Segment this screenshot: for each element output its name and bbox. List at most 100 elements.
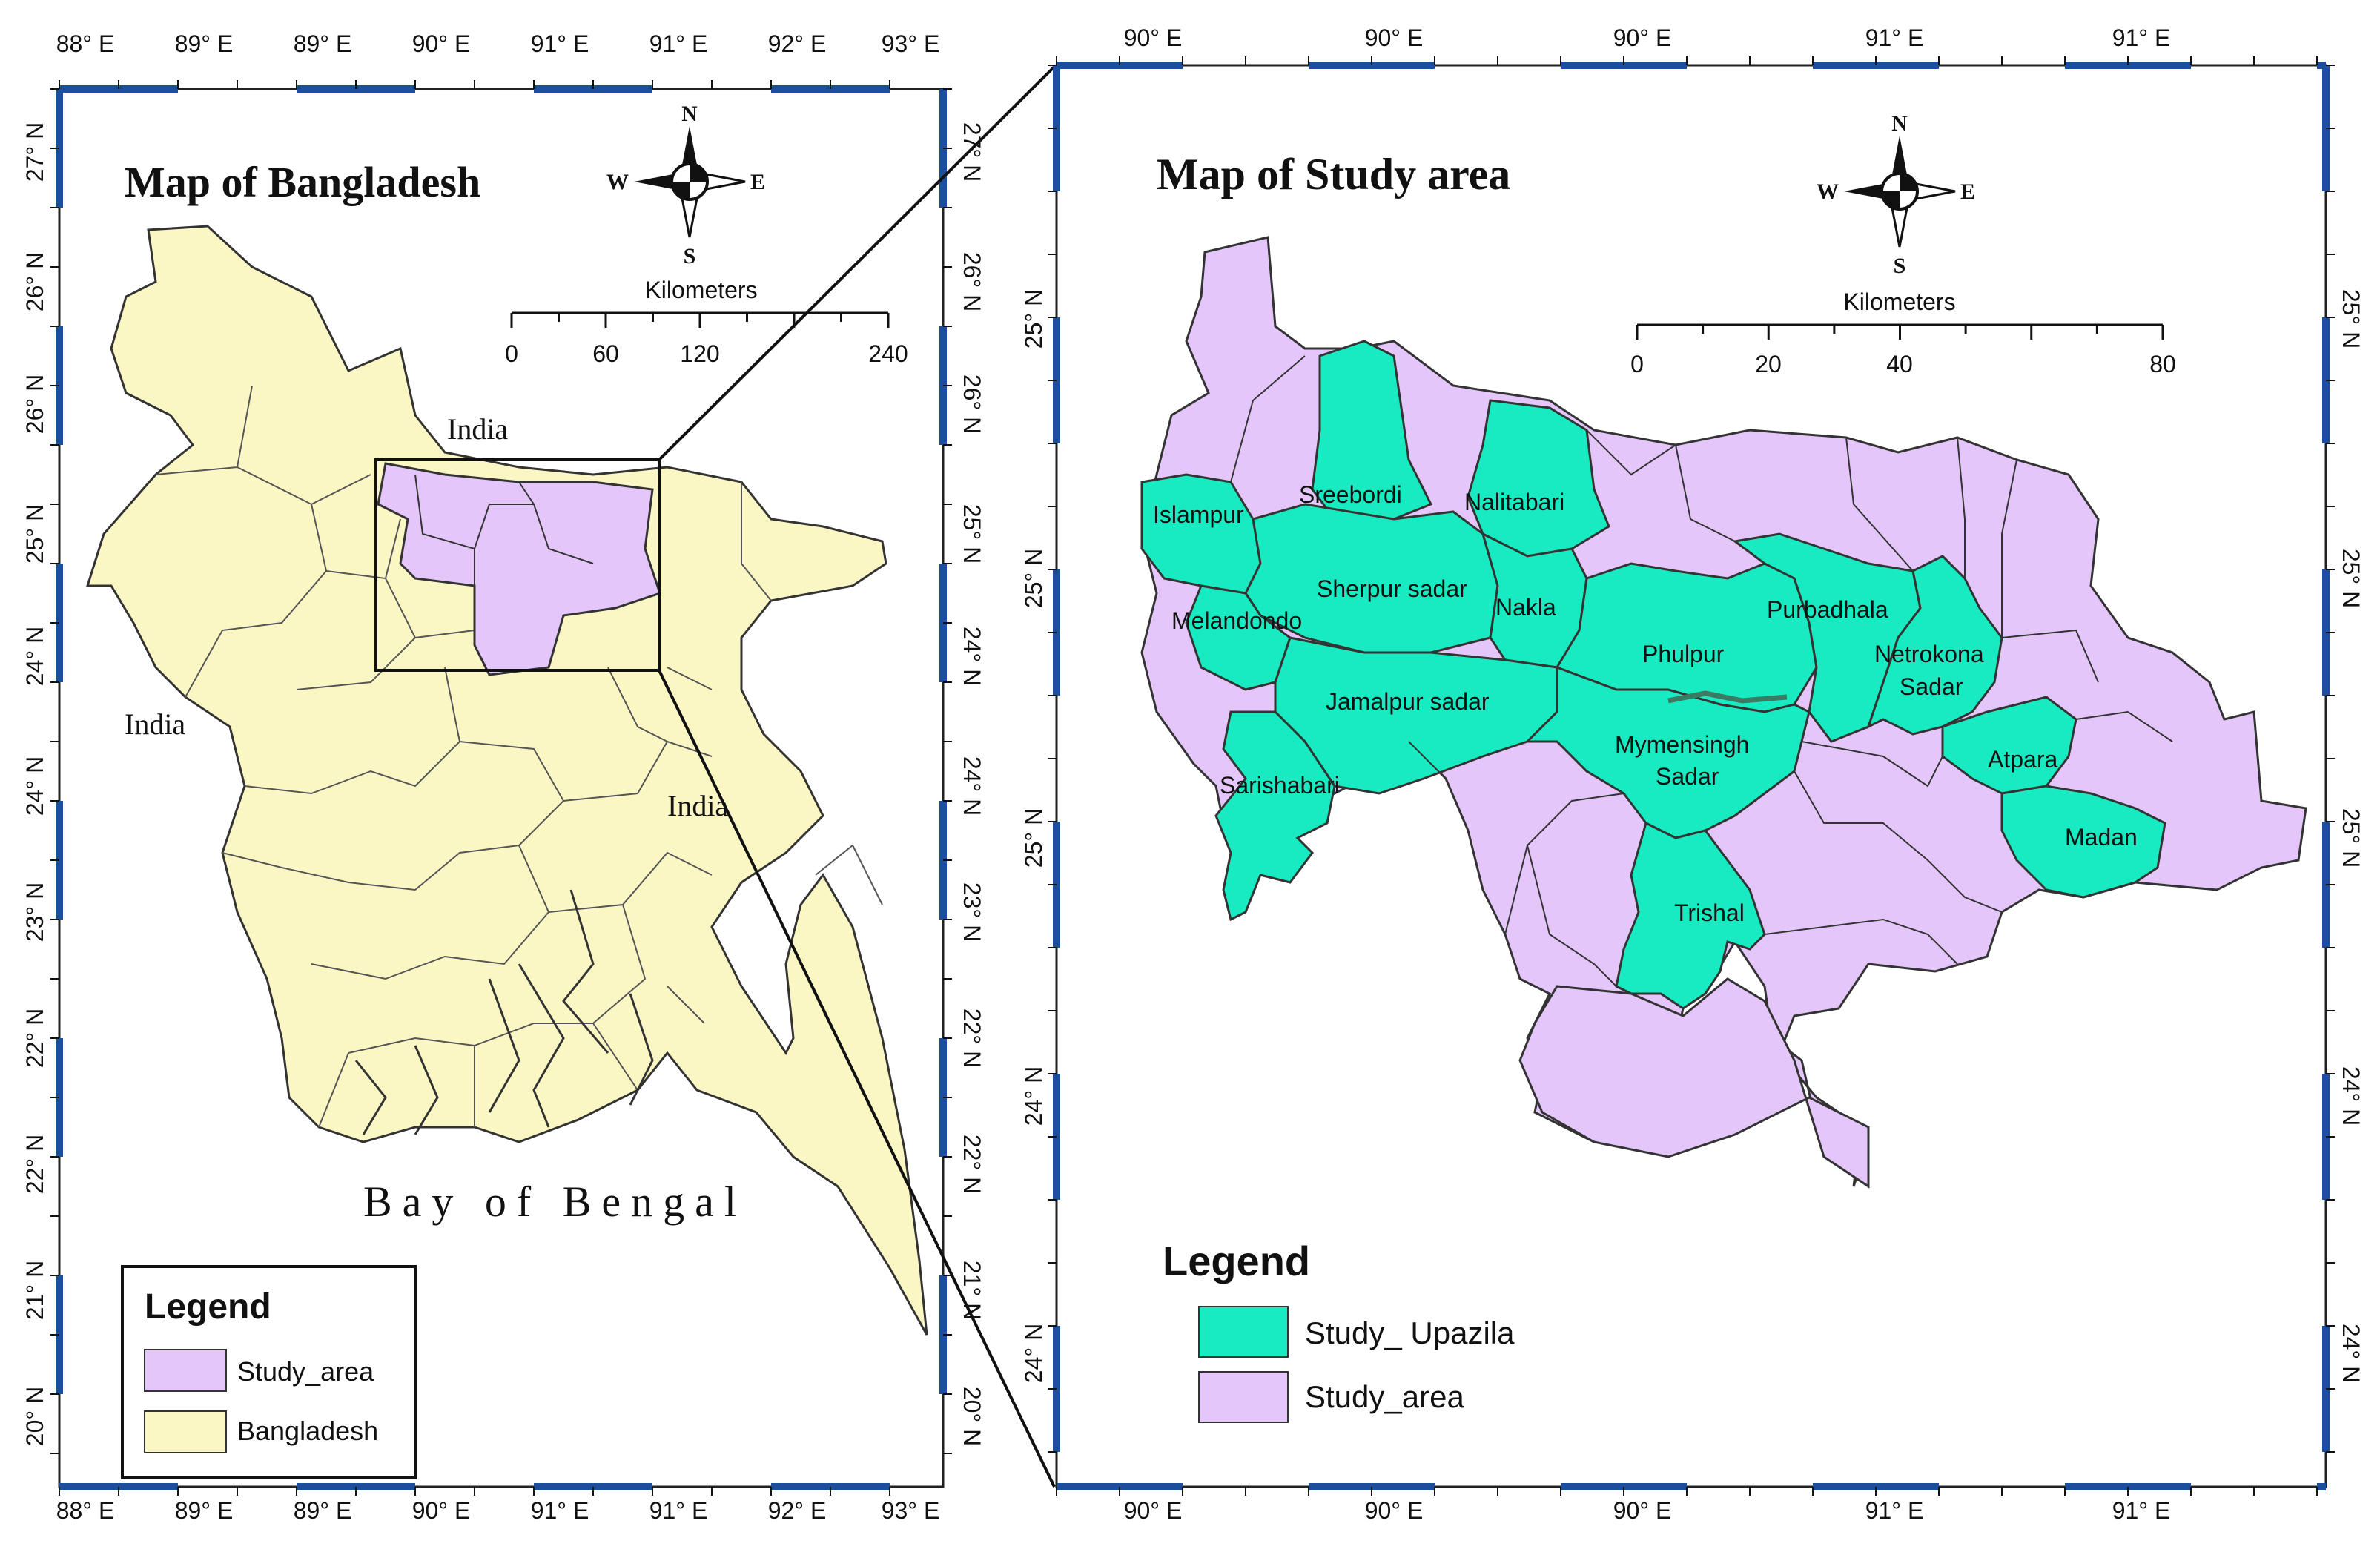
compass-n-label: N [681,102,698,126]
north-arrow-icon: N S E W [1817,111,1975,278]
upazila-label-mymensingh-sadar: Sadar [1656,763,1719,790]
bottom-tick-label: 90° E [412,1497,471,1524]
scale-tick-60: 60 [592,340,619,367]
upazila-label-sreebordi: Sreebordi [1299,481,1402,508]
scale-tick-20: 20 [1755,351,1782,377]
legend-swatch-bangladesh [144,1410,227,1453]
scale-tick-80: 80 [2149,351,2176,377]
scale-unit-label: Kilometers [645,277,757,303]
bottom-tick-label: 89° E [294,1497,352,1524]
scale-tick-0: 0 [505,340,518,367]
bottom-tick-label: 89° E [175,1497,234,1524]
right-tick-label: 25° N [2338,289,2364,349]
compass-e-label: E [1960,179,1975,204]
compass-w-label: W [606,170,629,194]
top-tick-label: 91° E [2112,24,2171,51]
scale-tick-40: 40 [1886,351,1913,377]
study-upazila-regions [1140,340,2166,1010]
upazila-label-netrokona: Netrokona [1874,641,1984,667]
legend-swatch-study-area [1198,1371,1289,1423]
top-tick-label: 90° E [1365,24,1424,51]
left-tick-label: 24° N [1020,1066,1047,1126]
right-tick-label: 27° N [959,122,985,182]
legend-swatch-study-area [144,1349,227,1392]
bottom-tick-label: 91° E [1865,1497,1924,1524]
left-tick-label: 27° N [22,122,48,182]
bottom-tick-label: 92° E [768,1497,827,1524]
study-scale-bar: Kilometers 0 20 40 80 [1630,288,2176,377]
upazila-label-melandondo: Melandondo [1171,607,1302,634]
study-area-internal-boundaries [1230,355,2173,987]
top-tick-label: 90° E [412,30,471,57]
right-tick-label: 25° N [2338,808,2364,868]
compass-s-label: S [684,244,696,268]
left-tick-label: 22° N [22,1008,48,1068]
legend-label-study-area: Study_area [1305,1379,1464,1414]
top-tick-label: 91° E [649,30,708,57]
right-tick-label: 24° N [2338,1066,2364,1126]
bangladesh-legend: Legend Study_area Bangladesh [121,1265,417,1479]
top-tick-label: 92° E [768,30,827,57]
right-tick-label: 25° N [2338,549,2364,608]
bangladesh-right-tick-labels: 27° N 26° N 26° N 25° N 24° N 24° N 23° … [959,122,985,1446]
bottom-tick-label: 90° E [1365,1497,1424,1524]
study-right-tick-labels: 25° N 25° N 25° N 24° N 24° N [2338,289,2364,1383]
left-tick-label: 25° N [1020,549,1047,608]
compass-e-label: E [750,170,765,194]
study-map-title: Map of Study area [1157,150,1510,199]
label-india-west: India [125,707,185,741]
right-tick-label: 23° N [959,882,985,942]
bangladesh-left-tick-labels: 27° N 26° N 26° N 25° N 24° N 24° N 23° … [22,122,48,1446]
scale-unit-label: Kilometers [1843,288,1955,315]
legend-swatch-study-upazila [1198,1306,1289,1358]
label-bay-of-bengal: Bay of Bengal [363,1178,747,1226]
scale-tick-120: 120 [680,340,719,367]
left-tick-label: 24° N [22,756,48,816]
bottom-tick-label: 90° E [1613,1497,1672,1524]
top-tick-label: 91° E [531,30,589,57]
upazila-sarishabari [1214,710,1336,922]
study-map-frame-ticks [1048,56,2335,1496]
scale-tick-240: 240 [868,340,908,367]
frame-segment [2317,62,2326,69]
left-tick-label: 24° N [1020,1324,1047,1383]
study-top-tick-labels: 90° E 90° E 90° E 91° E 91° E [1124,24,2171,51]
study-left-tick-labels: 25° N 25° N 25° N 24° N 24° N [1020,289,1047,1383]
top-tick-label: 90° E [1613,24,1672,51]
upazila-label-trishal: Trishal [1674,899,1745,926]
coastal-islands [354,889,654,1135]
top-tick-label: 91° E [1865,24,1924,51]
upazila-labels: Islampur Sreebordi Nalitabari Sherpur sa… [1153,481,2138,926]
upazila-label-jamalpur-sadar: Jamalpur sadar [1326,688,1490,715]
compass-n-label: N [1891,111,1908,136]
bangladesh-bottom-tick-labels: 88° E 89° E 89° E 90° E 91° E 91° E 92° … [56,1497,940,1524]
left-tick-label: 23° N [22,882,48,942]
top-tick-label: 89° E [294,30,352,57]
inset-connector-lines [658,65,1056,1488]
right-tick-label: 26° N [959,252,985,311]
top-tick-label: 93° E [882,30,940,57]
bangladesh-outline [85,225,928,1336]
legend-title: Legend [145,1287,271,1327]
left-tick-label: 21° N [22,1261,48,1320]
upazila-sreebordi [1311,340,1433,521]
upazila-label-netrokona-sadar: Sadar [1900,673,1963,700]
bangladesh-landmass [85,225,928,1336]
study-area-south-lobe [1518,977,1870,1189]
scale-tick-0: 0 [1630,351,1644,377]
bottom-tick-label: 93° E [882,1497,940,1524]
top-tick-label: 88° E [56,30,115,57]
bangladesh-map-title: Map of Bangladesh [125,158,480,206]
left-tick-label: 20° N [22,1387,48,1446]
bottom-tick-label: 91° E [531,1497,589,1524]
right-tick-label: 22° N [959,1008,985,1068]
right-tick-label: 26° N [959,374,985,434]
bottom-tick-label: 90° E [1124,1497,1183,1524]
upazila-label-purbadhala: Purbadhala [1767,596,1888,623]
upazila-atpara [1941,696,2077,795]
bottom-tick-label: 91° E [649,1497,708,1524]
left-tick-label: 26° N [22,252,48,311]
upazila-trishal [1615,821,1766,1010]
bangladesh-map-panel: Map of Bangladesh India India India Bay … [22,30,985,1524]
